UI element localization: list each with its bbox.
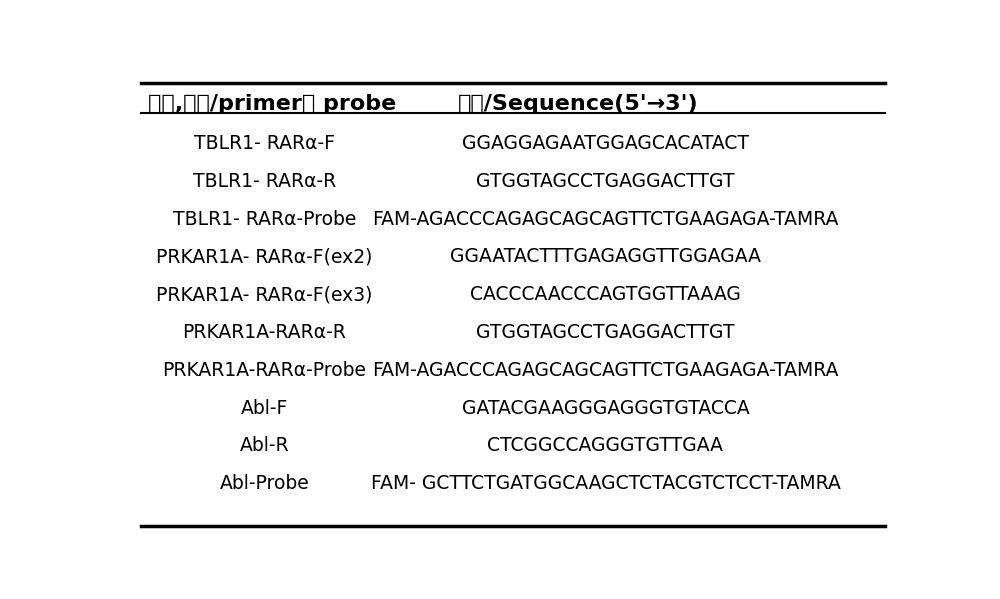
Text: PRKAR1A-RARα-R: PRKAR1A-RARα-R — [183, 323, 346, 342]
Text: FAM-AGACCCAGAGCAGCAGTTCTGAAGAGA-TAMRA: FAM-AGACCCAGAGCAGCAGTTCTGAAGAGA-TAMRA — [372, 361, 839, 380]
Text: CTCGGCCAGGGTGTTGAA: CTCGGCCAGGGTGTTGAA — [488, 437, 724, 455]
Text: TBLR1- RARα-R: TBLR1- RARα-R — [193, 172, 336, 190]
Text: 序列/Sequence(5'→3'): 序列/Sequence(5'→3') — [458, 94, 699, 114]
Text: GGAGGAGAATGGAGCACATACT: GGAGGAGAATGGAGCACATACT — [462, 134, 749, 153]
Text: PRKAR1A- RARα-F(ex3): PRKAR1A- RARα-F(ex3) — [156, 285, 373, 304]
Text: CACCCAACCCAGTGGTTAAAG: CACCCAACCCAGTGGTTAAAG — [470, 285, 741, 304]
Text: Abl-F: Abl-F — [241, 398, 288, 418]
Text: PRKAR1A- RARα-F(ex2): PRKAR1A- RARα-F(ex2) — [156, 247, 373, 267]
Text: GTGGTAGCCTGAGGACTTGT: GTGGTAGCCTGAGGACTTGT — [476, 323, 735, 342]
Text: Abl-R: Abl-R — [240, 437, 289, 455]
Text: GGAATACTTTGAGAGGTTGGAGAA: GGAATACTTTGAGAGGTTGGAGAA — [450, 247, 761, 267]
Text: TBLR1- RARα-F: TBLR1- RARα-F — [194, 134, 335, 153]
Text: Abl-Probe: Abl-Probe — [220, 474, 309, 493]
Text: 引物,探针/primer， probe: 引物,探针/primer， probe — [148, 94, 396, 114]
Text: GTGGTAGCCTGAGGACTTGT: GTGGTAGCCTGAGGACTTGT — [476, 172, 735, 190]
Text: FAM-AGACCCAGAGCAGCAGTTCTGAAGAGA-TAMRA: FAM-AGACCCAGAGCAGCAGTTCTGAAGAGA-TAMRA — [372, 210, 839, 228]
Text: TBLR1- RARα-Probe: TBLR1- RARα-Probe — [173, 210, 356, 228]
Text: GATACGAAGGGAGGGTGTACCA: GATACGAAGGGAGGGTGTACCA — [462, 398, 749, 418]
Text: PRKAR1A-RARα-Probe: PRKAR1A-RARα-Probe — [162, 361, 366, 380]
Text: FAM- GCTTCTGATGGCAAGCTCTACGTCTCCT-TAMRA: FAM- GCTTCTGATGGCAAGCTCTACGTCTCCT-TAMRA — [371, 474, 840, 493]
